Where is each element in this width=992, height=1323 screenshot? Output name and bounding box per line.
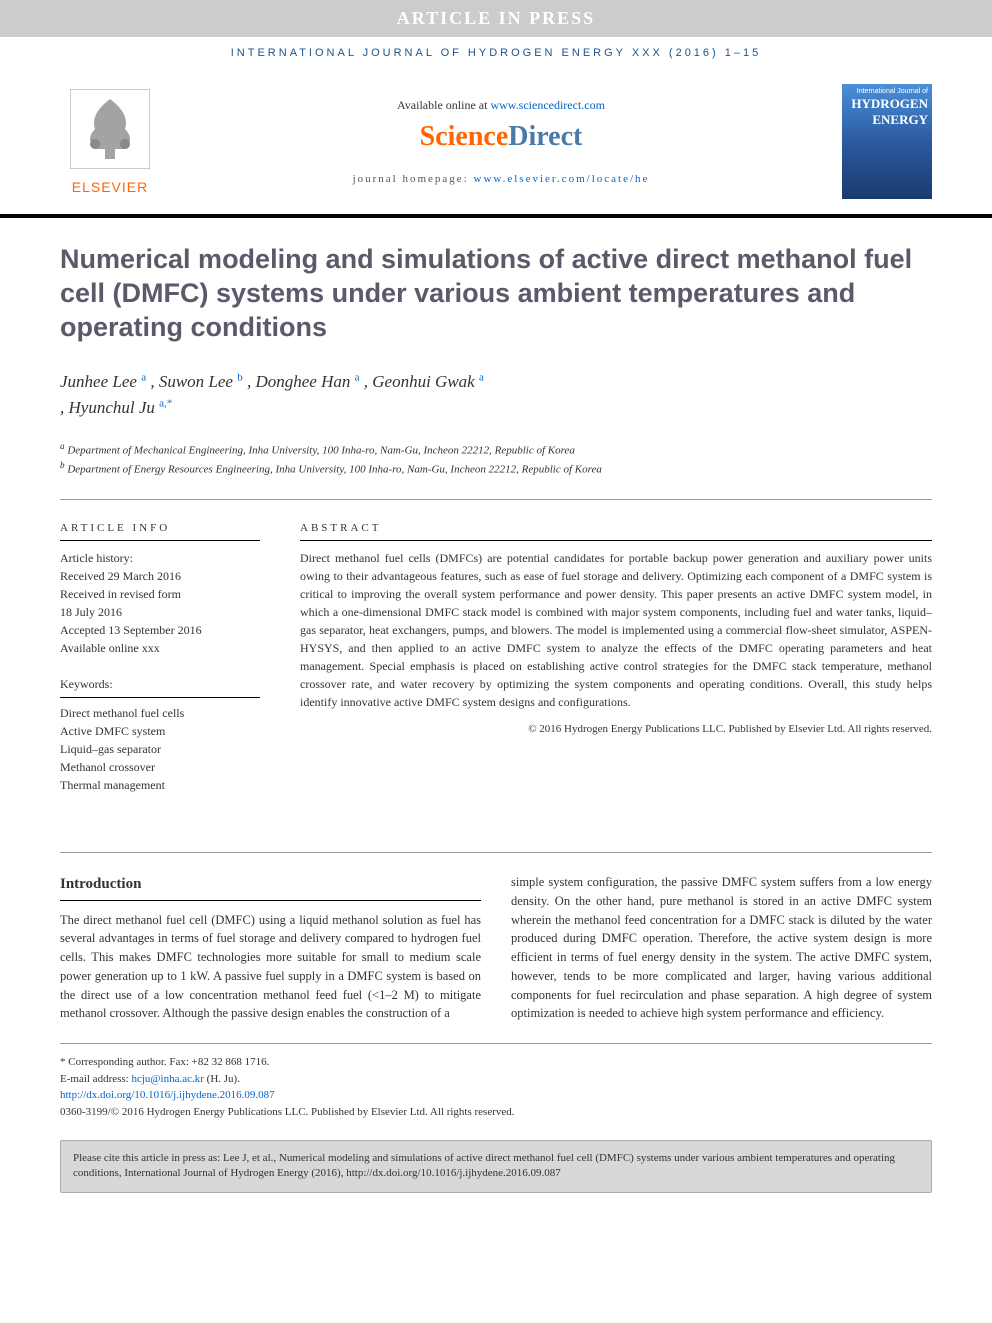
email-line: E-mail address: hcju@inha.ac.kr (H. Ju). bbox=[60, 1071, 932, 1088]
sciencedirect-block: Available online at www.sciencedirect.co… bbox=[353, 98, 650, 185]
keyword-4: Methanol crossover bbox=[60, 758, 260, 776]
body-column-2: simple system configuration, the passive… bbox=[511, 873, 932, 1023]
keywords-label: Keywords: bbox=[60, 675, 260, 698]
affiliations: a Department of Mechanical Engineering, … bbox=[0, 430, 992, 498]
affiliation-a: a Department of Mechanical Engineering, … bbox=[60, 440, 932, 459]
cover-title-1: HYDROGEN bbox=[846, 97, 928, 111]
abstract-copyright: © 2016 Hydrogen Energy Publications LLC.… bbox=[300, 721, 932, 738]
footer-notes: * Corresponding author. Fax: +82 32 868 … bbox=[60, 1043, 932, 1130]
citation-box: Please cite this article in press as: Le… bbox=[60, 1140, 932, 1193]
revised-date: 18 July 2016 bbox=[60, 603, 260, 621]
elsevier-tree-icon bbox=[70, 89, 150, 169]
cover-subtitle: International Journal of bbox=[846, 88, 928, 95]
authors-list: Junhee Lee a , Suwon Lee b , Donghee Han… bbox=[0, 359, 992, 430]
author-2[interactable]: , Suwon Lee b bbox=[150, 372, 242, 391]
author-5[interactable]: , Hyunchul Ju a,* bbox=[60, 398, 172, 417]
article-in-press-banner: ARTICLE IN PRESS bbox=[0, 0, 992, 37]
article-info-heading: ARTICLE INFO bbox=[60, 520, 260, 542]
body-text: Introduction The direct methanol fuel ce… bbox=[0, 853, 992, 1043]
history-label: Article history: bbox=[60, 549, 260, 567]
author-4[interactable]: , Geonhui Gwak a bbox=[364, 372, 484, 391]
corresponding-author: * Corresponding author. Fax: +82 32 868 … bbox=[60, 1054, 932, 1071]
available-online-text: Available online at www.sciencedirect.co… bbox=[353, 98, 650, 113]
abstract: ABSTRACT Direct methanol fuel cells (DMF… bbox=[300, 520, 932, 813]
author-3[interactable]: , Donghee Han a bbox=[247, 372, 360, 391]
footer-copyright: 0360-3199/© 2016 Hydrogen Energy Publica… bbox=[60, 1104, 932, 1121]
homepage-label: journal homepage: bbox=[353, 173, 474, 185]
email-link[interactable]: hcju@inha.ac.kr bbox=[131, 1073, 203, 1085]
journal-reference: INTERNATIONAL JOURNAL OF HYDROGEN ENERGY… bbox=[0, 37, 992, 69]
sciencedirect-logo[interactable]: ScienceDirect bbox=[353, 121, 650, 153]
affiliation-b: b Department of Energy Resources Enginee… bbox=[60, 459, 932, 478]
journal-cover: International Journal of HYDROGEN ENERGY bbox=[842, 84, 932, 199]
body-column-1: Introduction The direct methanol fuel ce… bbox=[60, 873, 481, 1023]
abstract-text: Direct methanol fuel cells (DMFCs) are p… bbox=[300, 549, 932, 711]
intro-paragraph-1: The direct methanol fuel cell (DMFC) usi… bbox=[60, 911, 481, 1024]
revised-label: Received in revised form bbox=[60, 585, 260, 603]
introduction-heading: Introduction bbox=[60, 873, 481, 901]
keyword-5: Thermal management bbox=[60, 776, 260, 794]
keyword-2: Active DMFC system bbox=[60, 722, 260, 740]
homepage-url[interactable]: www.elsevier.com/locate/he bbox=[474, 173, 650, 185]
accepted-date: Accepted 13 September 2016 bbox=[60, 621, 260, 639]
article-title: Numerical modeling and simulations of ac… bbox=[0, 218, 992, 359]
article-info: ARTICLE INFO Article history: Received 2… bbox=[60, 520, 260, 813]
journal-homepage: journal homepage: www.elsevier.com/locat… bbox=[353, 173, 650, 185]
online-date: Available online xxx bbox=[60, 639, 260, 657]
elsevier-name: ELSEVIER bbox=[60, 179, 160, 195]
abstract-heading: ABSTRACT bbox=[300, 520, 932, 542]
sd-part1: Science bbox=[420, 121, 509, 152]
received-date: Received 29 March 2016 bbox=[60, 567, 260, 585]
author-1[interactable]: Junhee Lee a bbox=[60, 372, 146, 391]
sd-part2: Direct bbox=[508, 121, 582, 152]
doi-link[interactable]: http://dx.doi.org/10.1016/j.ijhydene.201… bbox=[60, 1087, 932, 1104]
keyword-3: Liquid–gas separator bbox=[60, 740, 260, 758]
keyword-1: Direct methanol fuel cells bbox=[60, 704, 260, 722]
sciencedirect-url[interactable]: www.sciencedirect.com bbox=[490, 98, 605, 112]
intro-paragraph-2: simple system configuration, the passive… bbox=[511, 873, 932, 1023]
publisher-bar: ELSEVIER Available online at www.science… bbox=[0, 69, 992, 218]
cover-title-2: ENERGY bbox=[846, 113, 928, 127]
elsevier-logo: ELSEVIER bbox=[60, 89, 160, 195]
available-label: Available online at bbox=[397, 98, 490, 112]
